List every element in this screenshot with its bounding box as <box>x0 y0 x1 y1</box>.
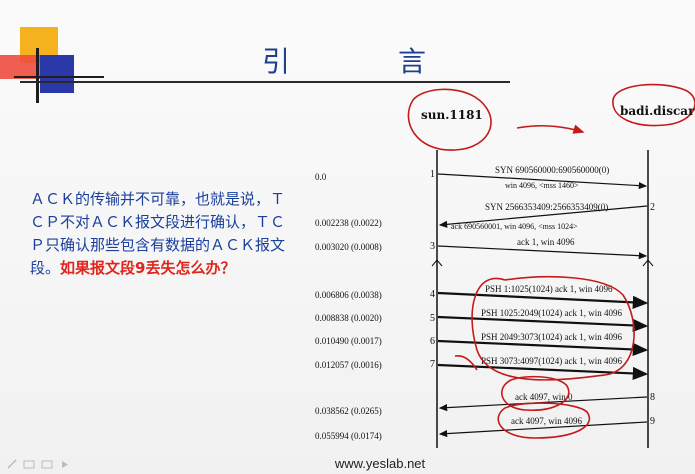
slide-controls <box>7 459 68 469</box>
time-label: 0.055994 (0.0174) <box>315 431 382 441</box>
segment-7-label: PSH 3073:4097(1024) ack 1, win 4096 <box>481 356 622 366</box>
annotation-circle-psh <box>471 275 635 381</box>
title-divider <box>20 81 510 83</box>
segment-2-label-options: ack 690560001, win 4096, <mss 1024> <box>451 222 578 231</box>
host-right-label: badi.discard <box>620 104 695 118</box>
segment-number: 1 <box>430 169 435 180</box>
body-text-normal: ＡＣＫ的传输并不可靠，也就是说，ＴＣＰ不对ＡＣＫ报文段进行确认，ＴＣＰ只确认那些… <box>30 190 286 277</box>
segment-2-label: SYN 2566353409:2566353409(0) <box>485 202 608 212</box>
logo-graphic <box>0 27 104 103</box>
pen-icon <box>7 459 17 469</box>
segment-4-label: PSH 1:1025(1024) ack 1, win 4096 <box>485 284 613 294</box>
segment-6-label: PSH 2049:3073(1024) ack 1, win 4096 <box>481 332 622 342</box>
time-label: 0.003020 (0.0008) <box>315 242 382 252</box>
segment-5-label: PSH 1025:2049(1024) ack 1, win 4096 <box>481 308 622 318</box>
time-label: 0.012057 (0.0016) <box>315 360 382 370</box>
time-label: 0.038562 (0.0265) <box>315 406 382 416</box>
segment-number: 3 <box>430 241 435 252</box>
segment-2-arrow <box>438 205 648 228</box>
annotation-circle-left-host <box>407 88 492 151</box>
time-label: 0.002238 (0.0022) <box>315 218 382 228</box>
time-label: 0.010490 (0.0017) <box>315 336 382 346</box>
annotation-circle-ack-win4096 <box>497 402 591 439</box>
segment-number: 4 <box>430 289 435 300</box>
segment-8-label: ack 4097, win 0 <box>515 392 573 402</box>
body-text-highlight: 如果报文段9丢失怎么办？ <box>60 259 236 277</box>
host-left-label: sun.1181 <box>421 108 483 122</box>
segment-6-arrow <box>437 339 649 357</box>
segment-number: 6 <box>430 336 435 347</box>
next-icon <box>62 461 68 468</box>
segment-9-label: ack 4097, win 4096 <box>511 416 582 426</box>
time-label: 0.008838 (0.0020) <box>315 313 382 323</box>
segment-1-arrow <box>437 173 648 190</box>
break-mark-right <box>642 259 654 267</box>
segment-5-arrow <box>437 315 649 333</box>
segment-1-label-options: win 4096, <mss 1460> <box>505 181 579 190</box>
segment-number: 7 <box>430 359 435 370</box>
break-mark-left <box>431 259 443 267</box>
sequence-svg: 0.0 0.002238 (0.0022) 0.003020 (0.0008) … <box>315 83 695 448</box>
segment-number: 2 <box>650 202 655 213</box>
segment-3-arrow <box>437 245 648 260</box>
body-paragraph: ＡＣＫ的传输并不可靠，也就是说，ＴＣＰ不对ＡＣＫ报文段进行确认，ＴＣＰ只确认那些… <box>30 188 285 280</box>
slide-title: 引 言 <box>262 45 467 78</box>
segment-1-label: SYN 690560000:690560000(0) <box>495 165 609 175</box>
annotation-arrow-top <box>516 124 585 134</box>
time-label: 0.006806 (0.0038) <box>315 290 382 300</box>
segment-number: 5 <box>430 313 435 324</box>
segment-9-arrow <box>438 421 648 438</box>
red-annotations <box>407 83 695 439</box>
time-label: 0.0 <box>315 172 327 182</box>
annotation-stroke <box>454 354 478 371</box>
tcp-sequence-diagram: sun.1181 badi.discard 0.0 0.002238 (0.00… <box>305 70 695 450</box>
segment-4-arrow <box>437 291 649 309</box>
menu-icon <box>41 460 53 469</box>
slide-icon <box>23 460 35 469</box>
segment-number: 9 <box>650 416 655 427</box>
segment-number: 8 <box>650 392 655 403</box>
segment-7-arrow <box>437 363 649 381</box>
footer-url: www.yeslab.net <box>334 456 426 471</box>
segment-3-label: ack 1, win 4096 <box>517 237 575 247</box>
